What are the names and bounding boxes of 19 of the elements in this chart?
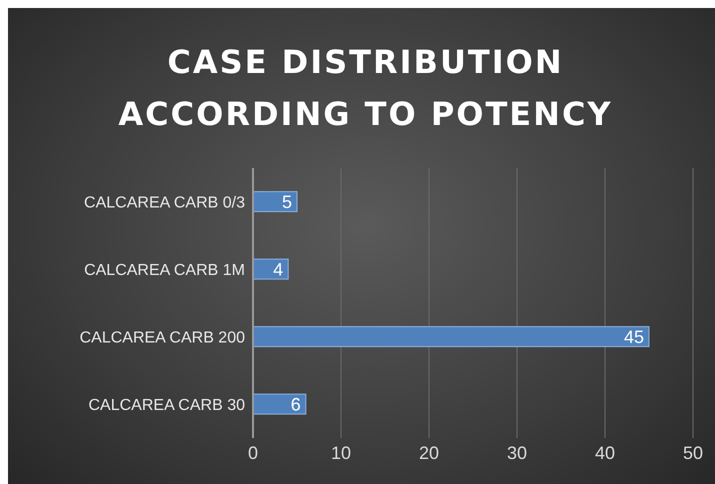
x-tick-label: 40: [594, 442, 616, 463]
data-label: 4: [273, 260, 284, 280]
data-label: 5: [282, 192, 292, 212]
y-tick-label: CALCAREA CARB 200: [80, 329, 246, 346]
x-tick-label: 0: [248, 442, 258, 463]
bar: [253, 258, 289, 280]
chart-title: CASE DISTRIBUTION ACCORDING TO POTENCY: [117, 42, 614, 135]
y-tick-label: CALCAREA CARB 0/3: [84, 194, 246, 212]
x-tick-label: 50: [682, 442, 704, 463]
bar: [253, 326, 650, 348]
x-tick-label: 30: [506, 442, 528, 463]
x-tick-label: 20: [418, 442, 440, 463]
data-label: 6: [290, 394, 301, 415]
y-tick-label: CALCAREA CARB 30: [88, 396, 246, 414]
y-tick-label: CALCAREA CARB 1M: [84, 262, 245, 279]
bar: [253, 394, 306, 415]
bar: [253, 191, 298, 212]
x-tick-label: 10: [330, 442, 352, 463]
data-label: 45: [624, 327, 644, 348]
